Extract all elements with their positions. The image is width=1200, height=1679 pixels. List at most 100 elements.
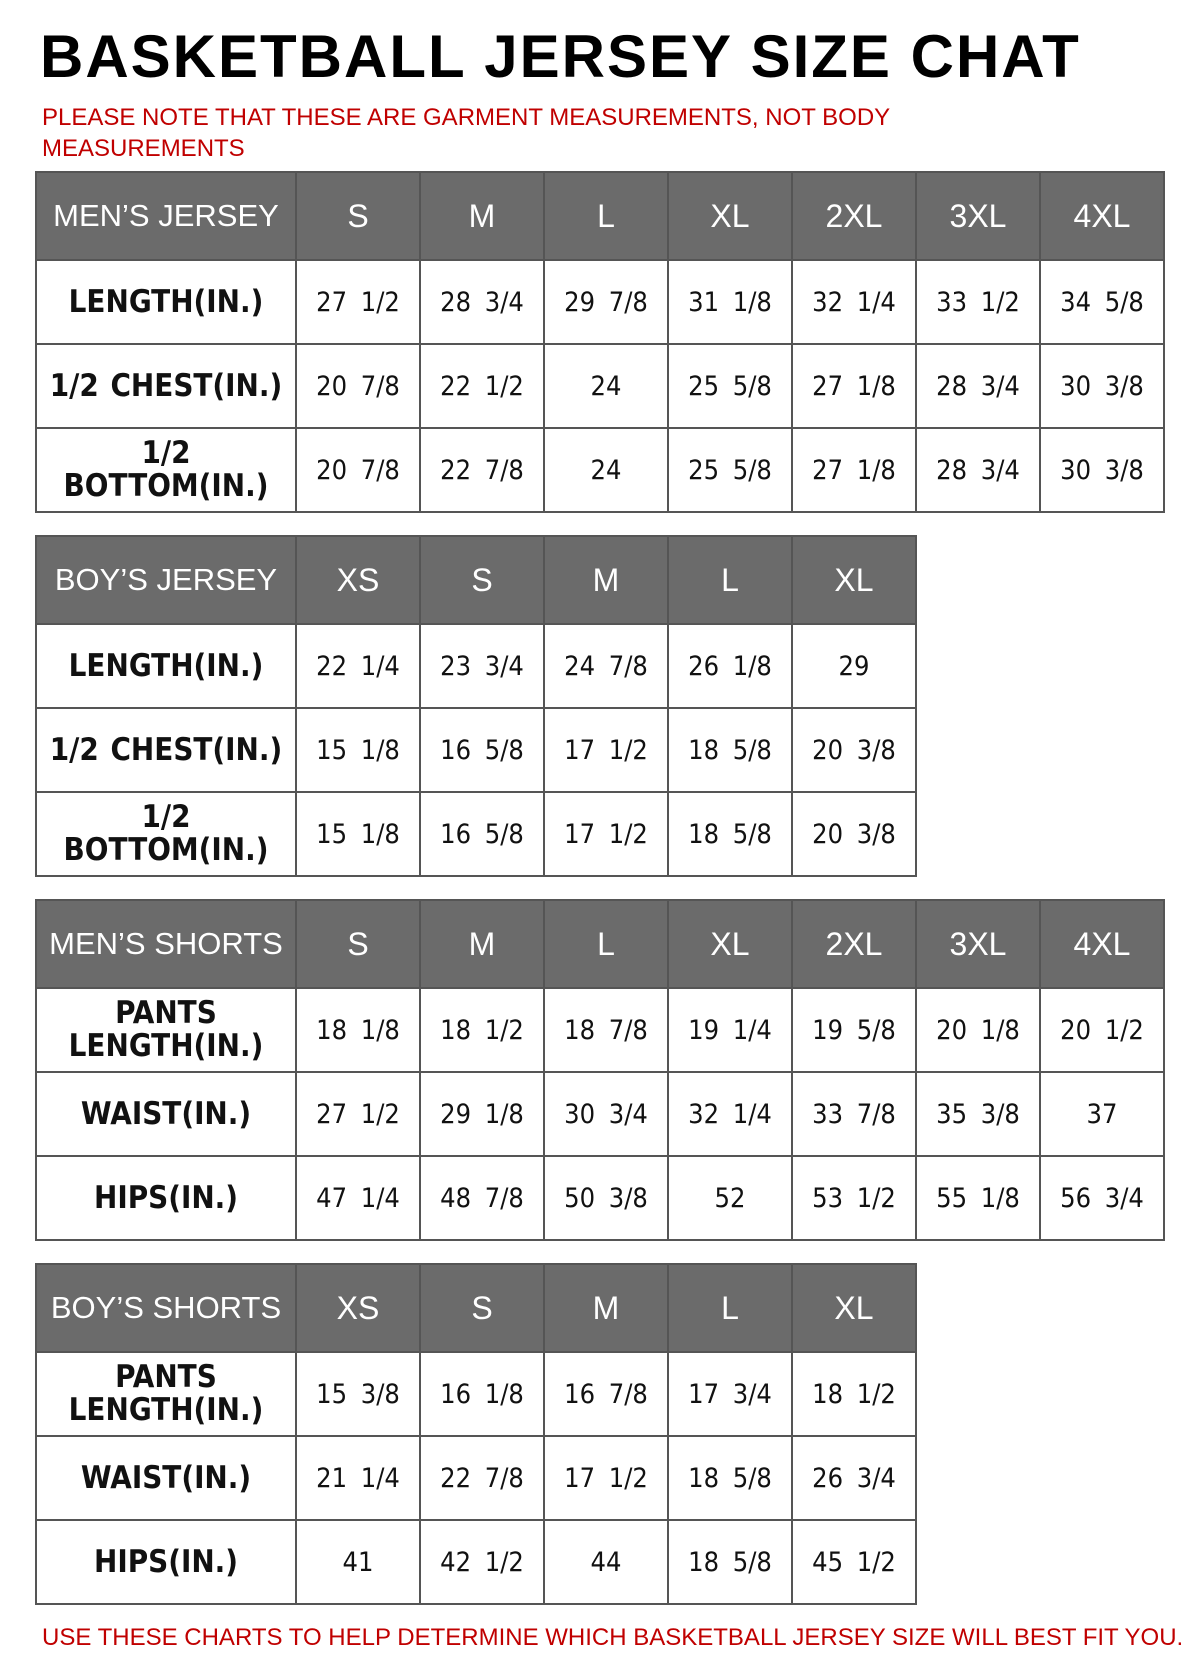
measurement: 26 3/4 bbox=[791, 1435, 917, 1521]
size-header: S bbox=[419, 1263, 545, 1353]
measurement: 20 3/8 bbox=[791, 791, 917, 877]
note: PLEASE NOTE THAT THESE ARE GARMENT MEASU… bbox=[42, 104, 890, 162]
measurement: 20 7/8 bbox=[295, 343, 421, 429]
measurement: 34 5/8 bbox=[1039, 259, 1165, 345]
data-row: WAIST(IN.) 27 1/2 29 1/8 30 3/4 32 1/4 33 7/8… bbox=[35, 1071, 1165, 1157]
measurement: 30 3/4 bbox=[543, 1071, 669, 1157]
measurement: 16 7/8 bbox=[543, 1351, 669, 1437]
header-row: BOY’S JERSEY XS S M L XL bbox=[35, 535, 917, 625]
size-table: MEN’S SHORTS S M L XL 2XL 3XL 4XL PANTS LENGTH(I… bbox=[35, 899, 1165, 1241]
measurement: 18 5/8 bbox=[667, 1435, 793, 1521]
table-header: BOY’S JERSEY bbox=[35, 535, 297, 625]
measurement: 18 5/8 bbox=[667, 1519, 793, 1605]
measurement: 53 1/2 bbox=[791, 1155, 917, 1241]
measurement: 23 3/4 bbox=[419, 623, 545, 709]
row-label: PANTS LENGTH(IN.) bbox=[35, 987, 297, 1073]
size-header: 2XL bbox=[791, 899, 917, 989]
measurement: 19 5/8 bbox=[791, 987, 917, 1073]
measurement: 30 3/8 bbox=[1039, 343, 1165, 429]
measurement: 35 3/8 bbox=[915, 1071, 1041, 1157]
measurement: 15 1/8 bbox=[295, 707, 421, 793]
measurement: 17 3/4 bbox=[667, 1351, 793, 1437]
measurement: 18 5/8 bbox=[667, 791, 793, 877]
size-header: XL bbox=[667, 899, 793, 989]
size-header: L bbox=[667, 1263, 793, 1353]
measurement: 30 3/8 bbox=[1039, 427, 1165, 513]
measurement: 28 3/4 bbox=[915, 427, 1041, 513]
measurement: 16 5/8 bbox=[419, 791, 545, 877]
measurement: 15 1/8 bbox=[295, 791, 421, 877]
title: BASKETBALL JERSEY SIZE CHAT bbox=[40, 23, 1081, 90]
header-row: MEN’S JERSEY S M L XL 2XL 3XL 4XL bbox=[35, 171, 1165, 261]
size-table: BOY’S SHORTS XS S M L XL PANTS LENGTH(IN.) 15 3… bbox=[35, 1263, 917, 1605]
size-table: MEN’S JERSEY S M L XL 2XL 3XL 4XL LENGTH(IN.) 27 … bbox=[35, 171, 1165, 513]
measurement: 48 7/8 bbox=[419, 1155, 545, 1241]
measurement: 22 1/2 bbox=[419, 343, 545, 429]
measurement: 27 1/2 bbox=[295, 259, 421, 345]
data-row: PANTS LENGTH(IN.) 18 1/8 18 1/2 18 7/8 19 1/… bbox=[35, 987, 1165, 1073]
measurement: 24 bbox=[543, 427, 669, 513]
measurement: 44 bbox=[543, 1519, 669, 1605]
row-label: HIPS(IN.) bbox=[35, 1519, 297, 1605]
measurement: 32 1/4 bbox=[791, 259, 917, 345]
row-label: 1/2 CHEST(IN.) bbox=[35, 343, 297, 429]
size-header: 3XL bbox=[915, 171, 1041, 261]
measurement: 18 1/2 bbox=[791, 1351, 917, 1437]
data-row: 1/2 CHEST(IN.) 20 7/8 22 1/2 24 25 5/8 27 1/8… bbox=[35, 343, 1165, 429]
measurement: 31 1/8 bbox=[667, 259, 793, 345]
data-row: 1/2 CHEST(IN.) 15 1/8 16 5/8 17 1/2 18 5/8 20… bbox=[35, 707, 917, 793]
size-header: XS bbox=[295, 1263, 421, 1353]
footer: USE THESE CHARTS TO HELP DETERMINE WHICH… bbox=[42, 1624, 1184, 1651]
size-header: XL bbox=[667, 171, 793, 261]
measurement: 16 5/8 bbox=[419, 707, 545, 793]
size-header: XS bbox=[295, 535, 421, 625]
measurement: 29 7/8 bbox=[543, 259, 669, 345]
measurement: 27 1/8 bbox=[791, 427, 917, 513]
measurement: 21 1/4 bbox=[295, 1435, 421, 1521]
size-header: S bbox=[295, 171, 421, 261]
measurement: 20 1/8 bbox=[915, 987, 1041, 1073]
measurement: 18 1/8 bbox=[295, 987, 421, 1073]
table-header: MEN’S SHORTS bbox=[35, 899, 297, 989]
data-row: 1/2 BOTTOM(IN.) 15 1/8 16 5/8 17 1/2 18 5/8 2… bbox=[35, 791, 917, 877]
measurement: 22 7/8 bbox=[419, 427, 545, 513]
header-row: BOY’S SHORTS XS S M L XL bbox=[35, 1263, 917, 1353]
measurement: 17 1/2 bbox=[543, 791, 669, 877]
measurement: 24 7/8 bbox=[543, 623, 669, 709]
measurement: 27 1/8 bbox=[791, 343, 917, 429]
data-row: 1/2 BOTTOM(IN.) 20 7/8 22 7/8 24 25 5/8 27 1/… bbox=[35, 427, 1165, 513]
measurement: 56 3/4 bbox=[1039, 1155, 1165, 1241]
size-header: S bbox=[419, 535, 545, 625]
size-header: 2XL bbox=[791, 171, 917, 261]
row-label: 1/2 BOTTOM(IN.) bbox=[35, 791, 297, 877]
measurement: 33 7/8 bbox=[791, 1071, 917, 1157]
measurement: 17 1/2 bbox=[543, 707, 669, 793]
measurement: 55 1/8 bbox=[915, 1155, 1041, 1241]
row-label: 1/2 BOTTOM(IN.) bbox=[35, 427, 297, 513]
data-row: LENGTH(IN.) 27 1/2 28 3/4 29 7/8 31 1/8 32 1/… bbox=[35, 259, 1165, 345]
data-row: LENGTH(IN.) 22 1/4 23 3/4 24 7/8 26 1/8 29 bbox=[35, 623, 917, 709]
measurement: 41 bbox=[295, 1519, 421, 1605]
data-row: HIPS(IN.) 41 42 1/2 44 18 5/8 45 1/2 bbox=[35, 1519, 917, 1605]
measurement: 18 7/8 bbox=[543, 987, 669, 1073]
measurement: 50 3/8 bbox=[543, 1155, 669, 1241]
measurement: 47 1/4 bbox=[295, 1155, 421, 1241]
measurement: 22 1/4 bbox=[295, 623, 421, 709]
data-row: PANTS LENGTH(IN.) 15 3/8 16 1/8 16 7/8 17 3/… bbox=[35, 1351, 917, 1437]
size-header: L bbox=[667, 535, 793, 625]
row-label: HIPS(IN.) bbox=[35, 1155, 297, 1241]
measurement: 32 1/4 bbox=[667, 1071, 793, 1157]
measurement: 29 1/8 bbox=[419, 1071, 545, 1157]
measurement: 33 1/2 bbox=[915, 259, 1041, 345]
measurement: 24 bbox=[543, 343, 669, 429]
measurement: 25 5/8 bbox=[667, 343, 793, 429]
size-header: 3XL bbox=[915, 899, 1041, 989]
measurement: 22 7/8 bbox=[419, 1435, 545, 1521]
measurement: 18 1/2 bbox=[419, 987, 545, 1073]
size-header: 4XL bbox=[1039, 171, 1165, 261]
size-header: S bbox=[295, 899, 421, 989]
measurement: 19 1/4 bbox=[667, 987, 793, 1073]
size-header: M bbox=[419, 899, 545, 989]
row-label: 1/2 CHEST(IN.) bbox=[35, 707, 297, 793]
